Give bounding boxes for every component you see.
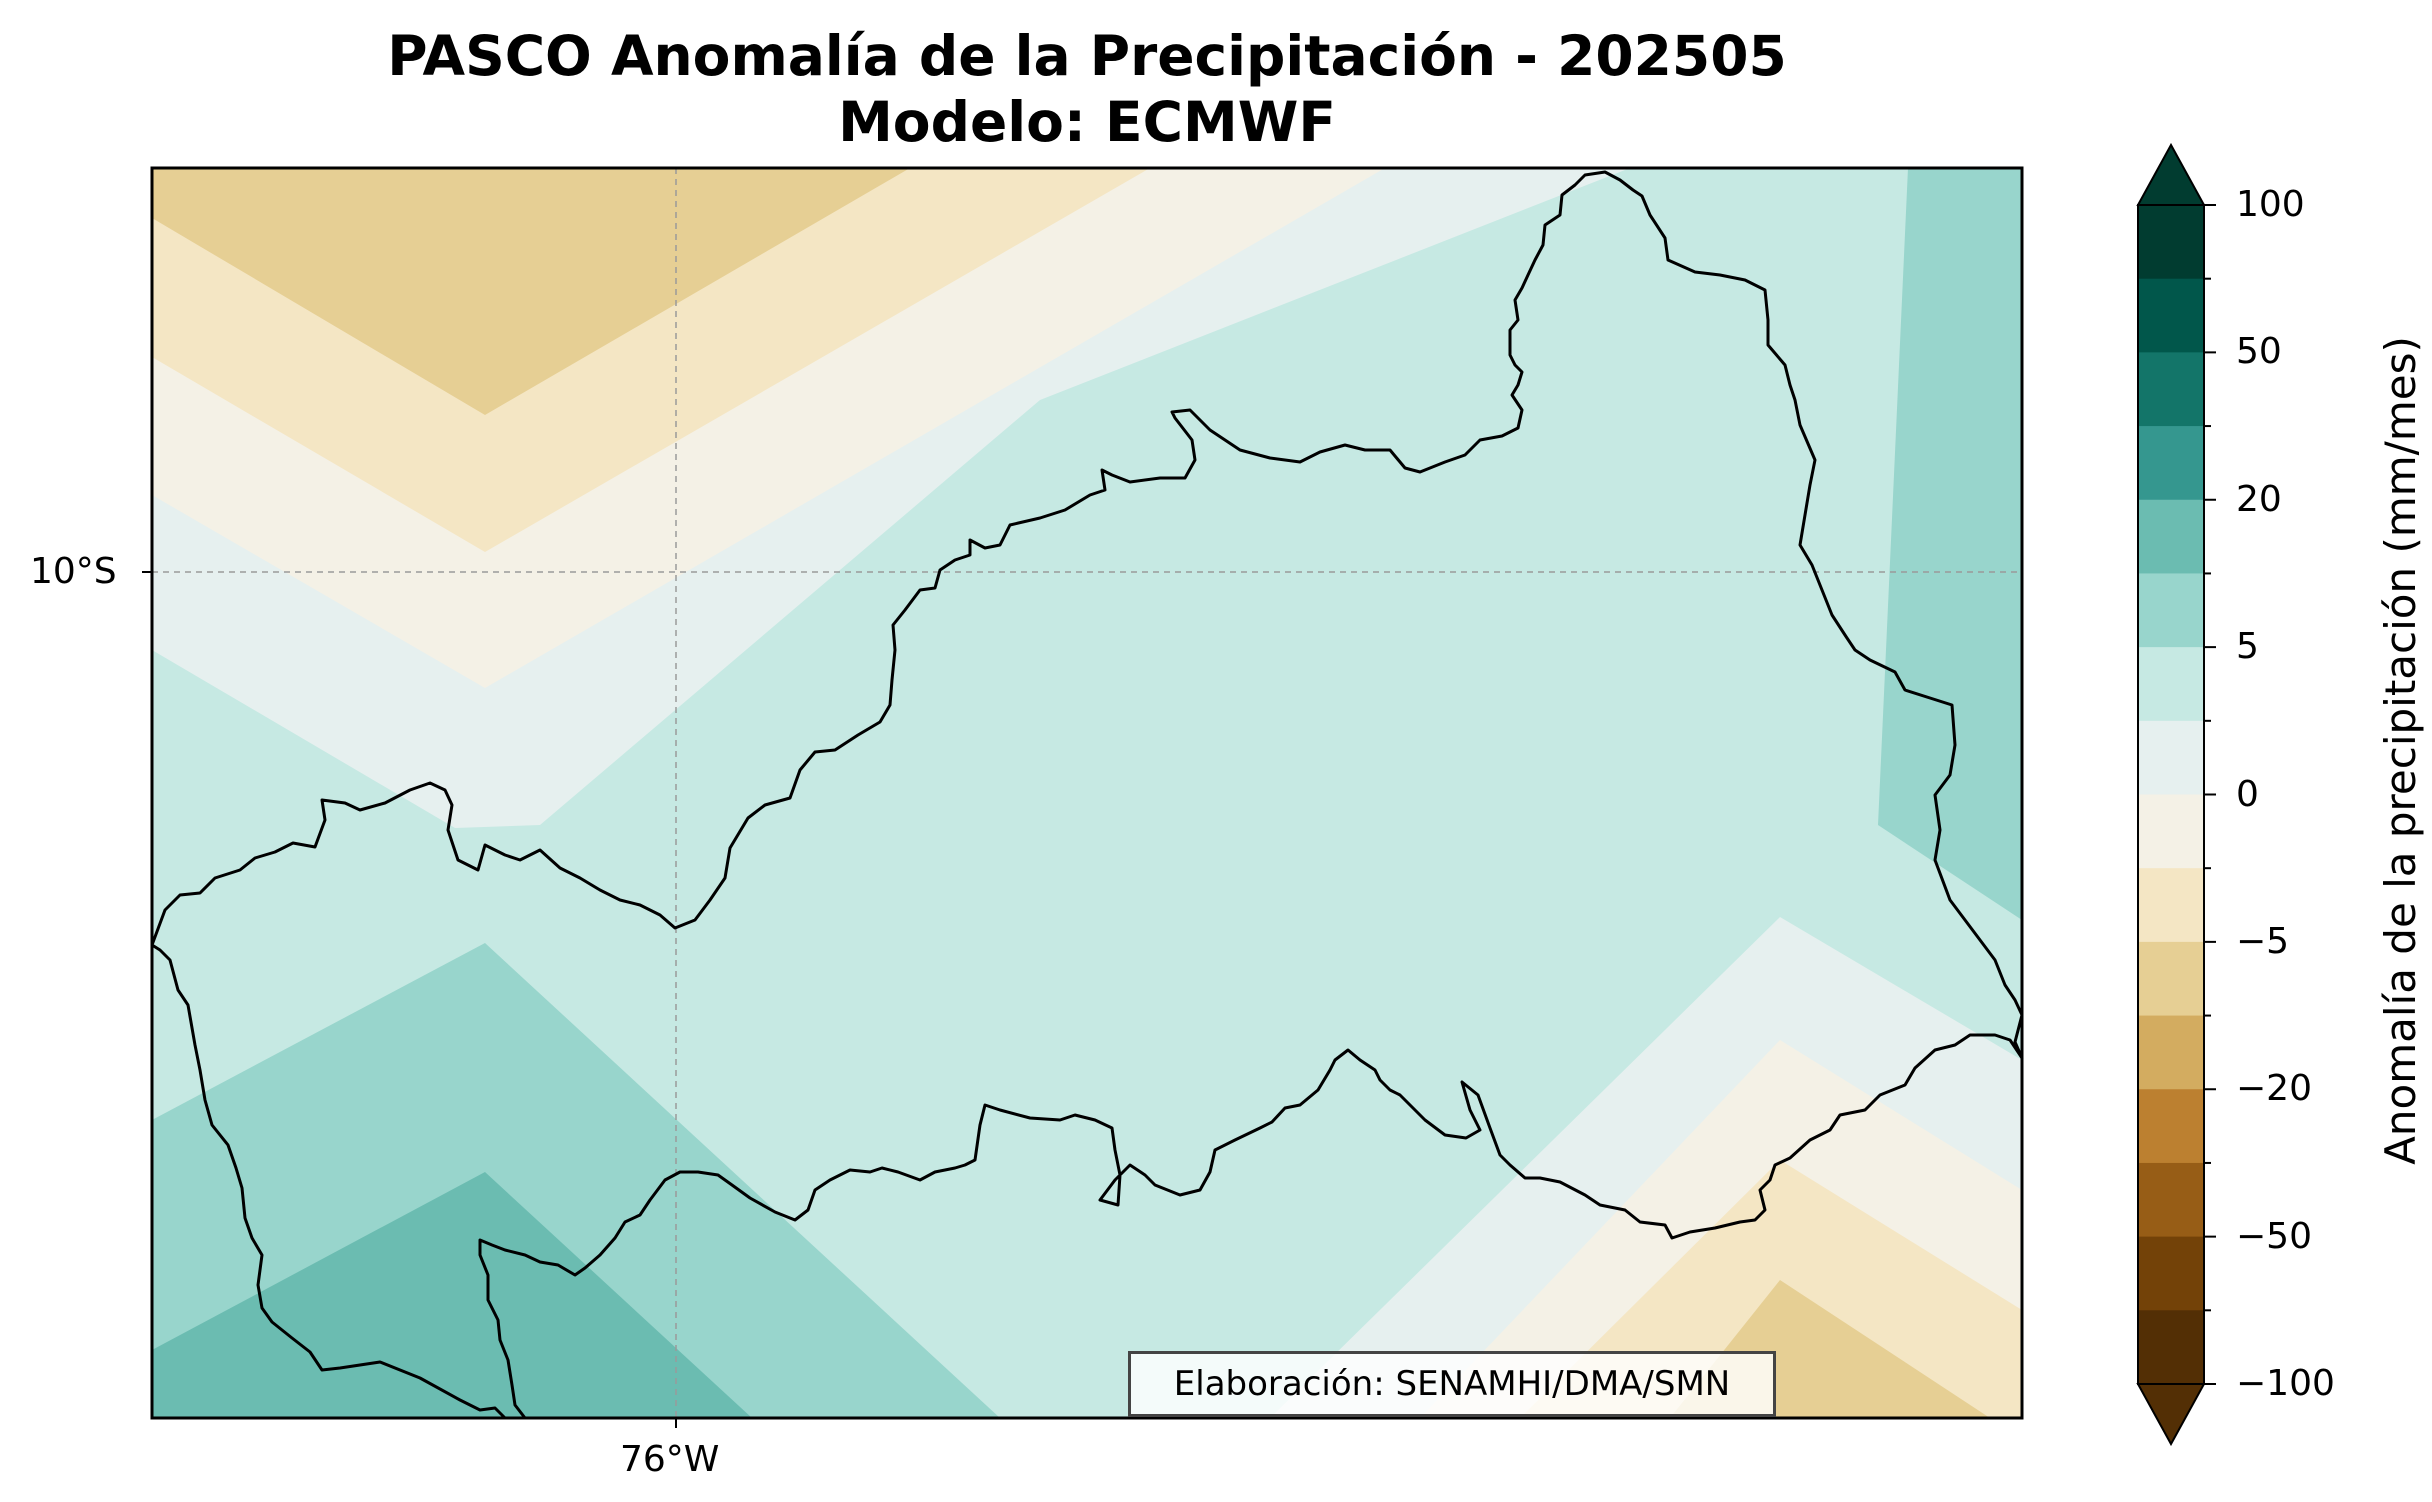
colorbar-segment <box>2138 720 2204 796</box>
colorbar-segment <box>2138 573 2204 648</box>
colorbar-segment <box>2138 794 2204 869</box>
colorbar <box>2136 142 2216 1447</box>
colorbar-segment <box>2138 941 2204 1017</box>
tan-band-north <box>152 168 910 415</box>
colorbar-tick-label: −50 <box>2236 1215 2312 1257</box>
dark-teal-band-southwest <box>152 1172 752 1418</box>
latitude-tick-label: 10°S <box>30 551 117 592</box>
credit-box: Elaboración: SENAMHI/DMA/SMN <box>1128 1351 1776 1417</box>
colorbar-segment <box>2138 1236 2204 1311</box>
gridlines <box>152 168 2022 1418</box>
colorbar-segment <box>2138 352 2204 427</box>
colorbar-tick-label: 50 <box>2236 331 2282 373</box>
colorbar-tick-label: −5 <box>2236 920 2290 962</box>
anomaly-field <box>152 168 2022 1418</box>
map-frame <box>150 166 2024 1420</box>
colorbar-title-container: Anomalía de la precipitación (mm/mes) <box>2360 100 2432 1400</box>
figure-subtitle: Modelo: ECMWF <box>838 90 1336 154</box>
colorbar-tick-label: 5 <box>2236 626 2259 668</box>
colorbar-segment <box>2138 1089 2204 1164</box>
colorbar-segment <box>2138 278 2204 353</box>
colorbar-segment <box>2138 1162 2204 1238</box>
pasco-boundary <box>150 170 2024 1420</box>
longitude-tick-label: 76°W <box>620 1439 720 1480</box>
colorbar-segment <box>2138 499 2204 575</box>
colorbar-title: Anomalía de la precipitación (mm/mes) <box>2375 335 2425 1165</box>
colorbar-segment <box>2138 647 2204 722</box>
colorbar-tick-label: 100 <box>2236 184 2305 225</box>
colorbar-segment <box>2138 868 2204 943</box>
colorbar-segment <box>2138 426 2204 501</box>
colorbar-tick-label: −100 <box>2236 1363 2335 1404</box>
figure-title: PASCO Anomalía de la Precipitación - 202… <box>387 24 1787 88</box>
colorbar-segment <box>2138 1310 2204 1385</box>
teal-band-east <box>1878 168 2022 920</box>
colorbar-tick-label: 20 <box>2236 478 2282 520</box>
colorbar-extend-max <box>2136 142 2206 206</box>
colorbar-tick-label: −20 <box>2236 1068 2312 1110</box>
colorbar-segment <box>2138 1015 2204 1090</box>
colorbar-tick-label: 0 <box>2236 773 2259 815</box>
colorbar-extend-min <box>2136 1383 2206 1447</box>
colorbar-segment <box>2138 205 2204 280</box>
